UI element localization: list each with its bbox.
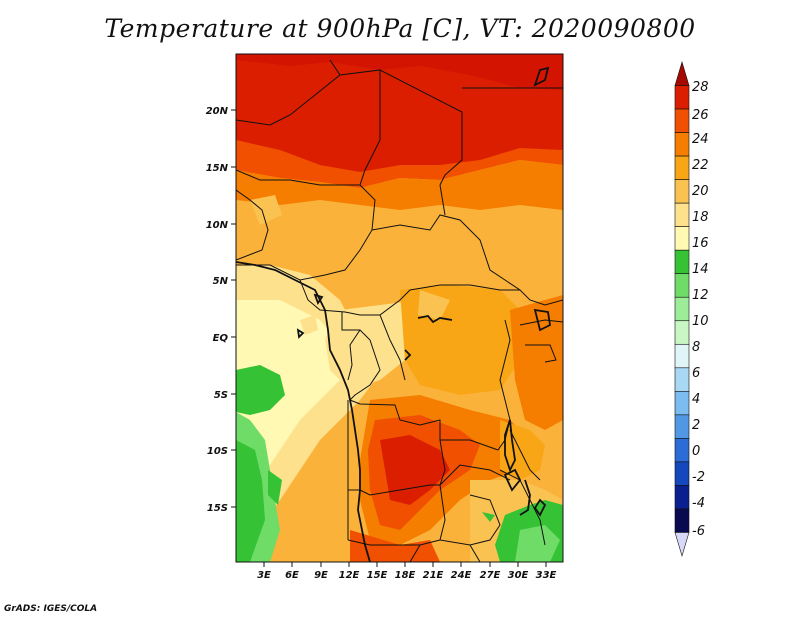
cb-label-4: 4 (692, 392, 700, 407)
cb-label-neg2: -2 (692, 470, 705, 485)
lat-label-eq: EQ (213, 333, 229, 344)
plot-title: Temperature at 900hPa [C], VT: 202009080… (104, 14, 696, 43)
colorbar-segment (674, 320, 690, 345)
colorbar-segment (674, 249, 690, 275)
colorbar-segment (674, 273, 690, 298)
lat-label-5s: 5S (214, 390, 228, 401)
colorbar-segment (674, 226, 690, 251)
map-frame (235, 53, 564, 563)
cb-label-14: 14 (692, 262, 709, 277)
cb-label-18: 18 (692, 210, 709, 225)
colorbar-segment (674, 367, 690, 392)
cb-label-22: 22 (692, 158, 709, 173)
cb-label-12: 12 (692, 288, 709, 303)
lat-axis: 20N 15N 10N 5N EQ 5S 10S 15S (206, 106, 236, 514)
colorbar-segment (674, 391, 690, 416)
colorbar-segment (674, 202, 690, 227)
lat-label-20n: 20N (206, 106, 229, 117)
lon-label-9e: 9E (314, 570, 328, 581)
lat-label-10n: 10N (206, 220, 229, 231)
colorbar-segment (674, 438, 690, 463)
cb-label-28: 28 (692, 80, 709, 95)
country-borders (236, 59, 563, 562)
colorbar-segment (674, 485, 690, 510)
lon-label-3e: 3E (257, 570, 271, 581)
lon-label-33e: 33E (536, 570, 557, 581)
colorbar-segment (674, 108, 690, 133)
cb-label-0: 0 (692, 444, 700, 459)
colorbar-segment (674, 155, 690, 180)
lat-label-5n: 5N (213, 276, 229, 287)
cb-label-8: 8 (692, 340, 700, 355)
lon-label-24e: 24E (451, 570, 472, 581)
colorbar-top-triangle (674, 60, 690, 86)
lon-label-12e: 12E (339, 570, 360, 581)
lon-label-6e: 6E (285, 570, 299, 581)
lon-label-21e: 21E (423, 570, 444, 581)
cb-label-6: 6 (692, 366, 700, 381)
lon-label-18e: 18E (395, 570, 416, 581)
cb-label-16: 16 (692, 236, 709, 251)
colorbar (674, 60, 690, 558)
colorbar-segment (674, 508, 690, 533)
colorbar-segment (674, 461, 690, 486)
lat-label-15n: 15N (206, 163, 229, 174)
colorbar-segment (674, 85, 690, 110)
colorbar-segment (674, 414, 690, 439)
colorbar-segment (674, 132, 690, 157)
colorbar-segment (674, 343, 690, 369)
cb-label-2: 2 (692, 418, 700, 433)
lon-label-27e: 27E (480, 570, 501, 581)
cb-label-10: 10 (692, 314, 709, 329)
colorbar-segment (674, 296, 690, 322)
lon-axis: 3E 6E 9E 12E 15E 18E 21E 24E 27E 30E 33E (257, 562, 557, 581)
colorbar-bottom-triangle (674, 532, 690, 558)
cb-label-neg6: -6 (692, 524, 705, 539)
colorbar-labels: 28 26 24 22 20 18 16 14 12 10 8 6 4 2 0 … (692, 80, 709, 539)
cb-label-neg4: -4 (692, 496, 705, 511)
cb-label-20: 20 (692, 184, 709, 199)
temperature-field (236, 54, 563, 562)
cb-label-26: 26 (692, 108, 709, 123)
coastlines-and-lakes (236, 66, 551, 562)
lon-label-30e: 30E (508, 570, 529, 581)
lon-label-15e: 15E (367, 570, 388, 581)
cb-label-24: 24 (692, 132, 709, 147)
lat-label-10s: 10S (207, 446, 228, 457)
lat-label-15s: 15S (207, 503, 228, 514)
colorbar-segment (674, 179, 690, 204)
grads-credit: GrADS: IGES/COLA (4, 604, 98, 614)
